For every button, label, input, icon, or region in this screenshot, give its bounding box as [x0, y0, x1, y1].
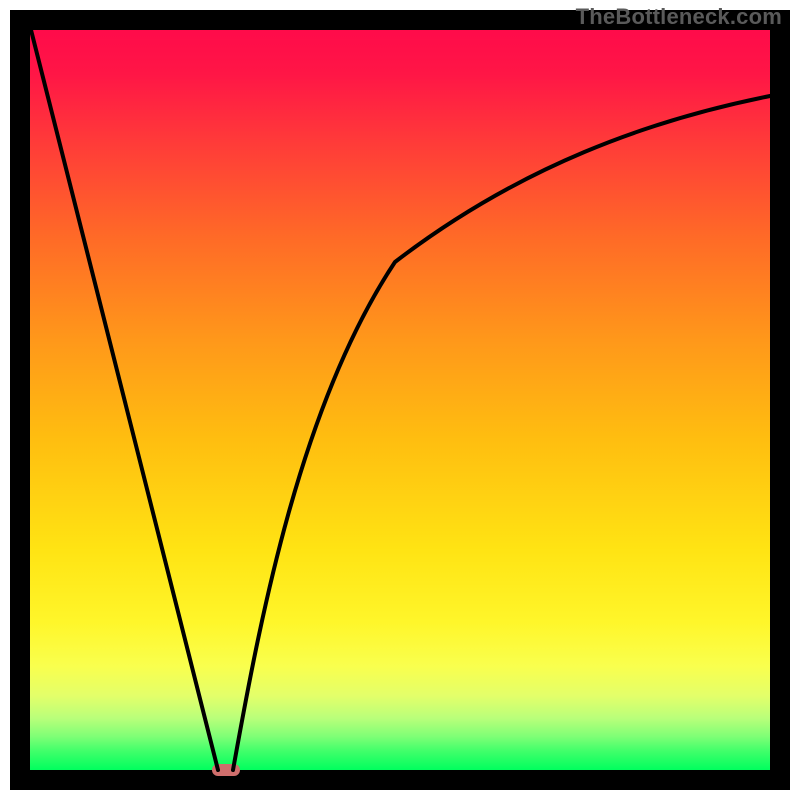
- watermark-label: TheBottleneck.com: [576, 4, 782, 30]
- chart-container: TheBottleneck.com: [0, 0, 800, 800]
- bottleneck-chart: [0, 0, 800, 800]
- gradient-background: [30, 30, 770, 770]
